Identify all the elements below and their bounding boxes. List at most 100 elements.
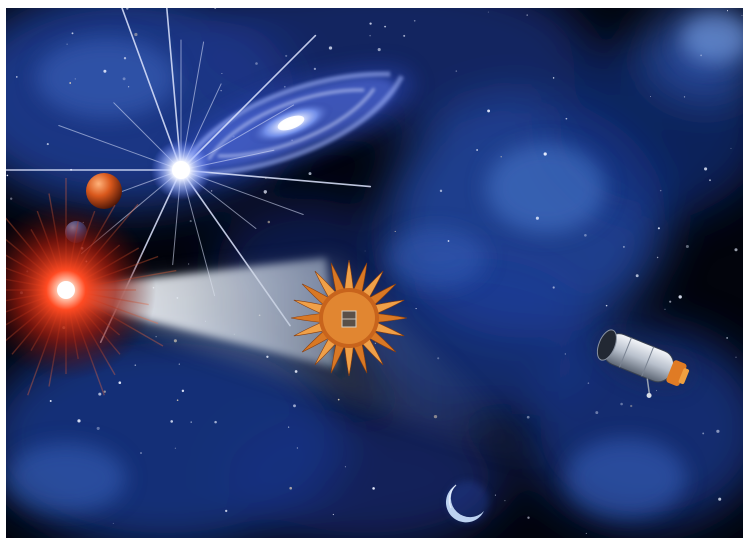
- star: [134, 32, 138, 37]
- star: [181, 389, 185, 393]
- star: [678, 295, 682, 299]
- star: [74, 78, 76, 80]
- star: [364, 250, 366, 252]
- star: [337, 398, 340, 401]
- star: [174, 447, 177, 449]
- star: [700, 54, 702, 57]
- star: [650, 96, 651, 97]
- star: [170, 420, 173, 423]
- star: [126, 8, 129, 10]
- star: [155, 336, 157, 338]
- nebula-highlights: [6, 13, 743, 518]
- star: [15, 76, 18, 78]
- star: [527, 516, 530, 519]
- star: [526, 14, 528, 16]
- star: [287, 426, 290, 428]
- star: [552, 286, 555, 289]
- star: [476, 149, 478, 151]
- star: [726, 10, 729, 12]
- star: [372, 487, 375, 490]
- star: [403, 34, 406, 37]
- space-telescope: [596, 329, 692, 398]
- star: [255, 62, 258, 65]
- star: [702, 432, 705, 435]
- star: [656, 256, 659, 259]
- star: [123, 57, 127, 60]
- star: [384, 25, 387, 28]
- star: [328, 46, 333, 50]
- star: [526, 415, 530, 419]
- star: [487, 109, 491, 113]
- star: [620, 402, 623, 406]
- star: [285, 54, 288, 57]
- star: [71, 32, 74, 35]
- star: [622, 245, 625, 248]
- star: [587, 382, 590, 384]
- star: [96, 426, 100, 430]
- star: [595, 411, 599, 415]
- space-scene: [6, 8, 743, 538]
- star-spike: [180, 169, 372, 188]
- star: [176, 399, 179, 402]
- star: [267, 220, 271, 224]
- star: [214, 8, 217, 9]
- star-spike: [121, 8, 182, 171]
- star: [657, 227, 660, 230]
- star: [439, 189, 443, 193]
- star: [344, 466, 346, 468]
- star: [735, 356, 737, 358]
- flower-starshade: [290, 259, 408, 377]
- star: [112, 522, 114, 524]
- star: [46, 143, 49, 146]
- star: [140, 452, 142, 454]
- crescent-moon: [445, 481, 489, 523]
- star: [500, 156, 502, 158]
- star: [655, 390, 657, 392]
- star: [189, 220, 192, 223]
- star: [10, 197, 13, 200]
- star: [455, 70, 458, 72]
- star: [225, 509, 228, 513]
- star: [313, 67, 317, 71]
- star: [293, 404, 296, 408]
- star: [716, 429, 720, 433]
- star: [6, 174, 9, 177]
- star: [127, 86, 130, 88]
- star: [190, 421, 192, 423]
- star: [659, 189, 662, 192]
- star: [734, 248, 738, 252]
- star: [704, 167, 708, 171]
- star: [718, 497, 722, 501]
- star: [377, 48, 381, 52]
- star: [173, 339, 177, 343]
- star: [741, 15, 743, 16]
- star: [564, 353, 566, 355]
- star: [98, 392, 102, 396]
- star: [730, 147, 732, 149]
- star: [134, 364, 137, 366]
- star: [103, 69, 107, 73]
- star: [565, 117, 568, 120]
- star: [726, 337, 728, 339]
- star: [118, 381, 122, 385]
- star-spike: [180, 34, 317, 171]
- star: [415, 308, 417, 310]
- star: [504, 499, 506, 502]
- star: [263, 190, 267, 194]
- star: [635, 274, 639, 278]
- star: [413, 19, 416, 22]
- star: [630, 404, 633, 408]
- star: [552, 77, 555, 79]
- star: [289, 486, 293, 490]
- star: [332, 513, 335, 516]
- space-illustration: [6, 8, 743, 538]
- star: [308, 172, 312, 176]
- star: [220, 90, 222, 92]
- star: [669, 300, 672, 303]
- red-star: [6, 178, 177, 396]
- star: [49, 400, 52, 402]
- star: [543, 152, 547, 156]
- star: [210, 190, 213, 192]
- spiral-galaxy: [168, 65, 414, 181]
- star: [447, 240, 450, 242]
